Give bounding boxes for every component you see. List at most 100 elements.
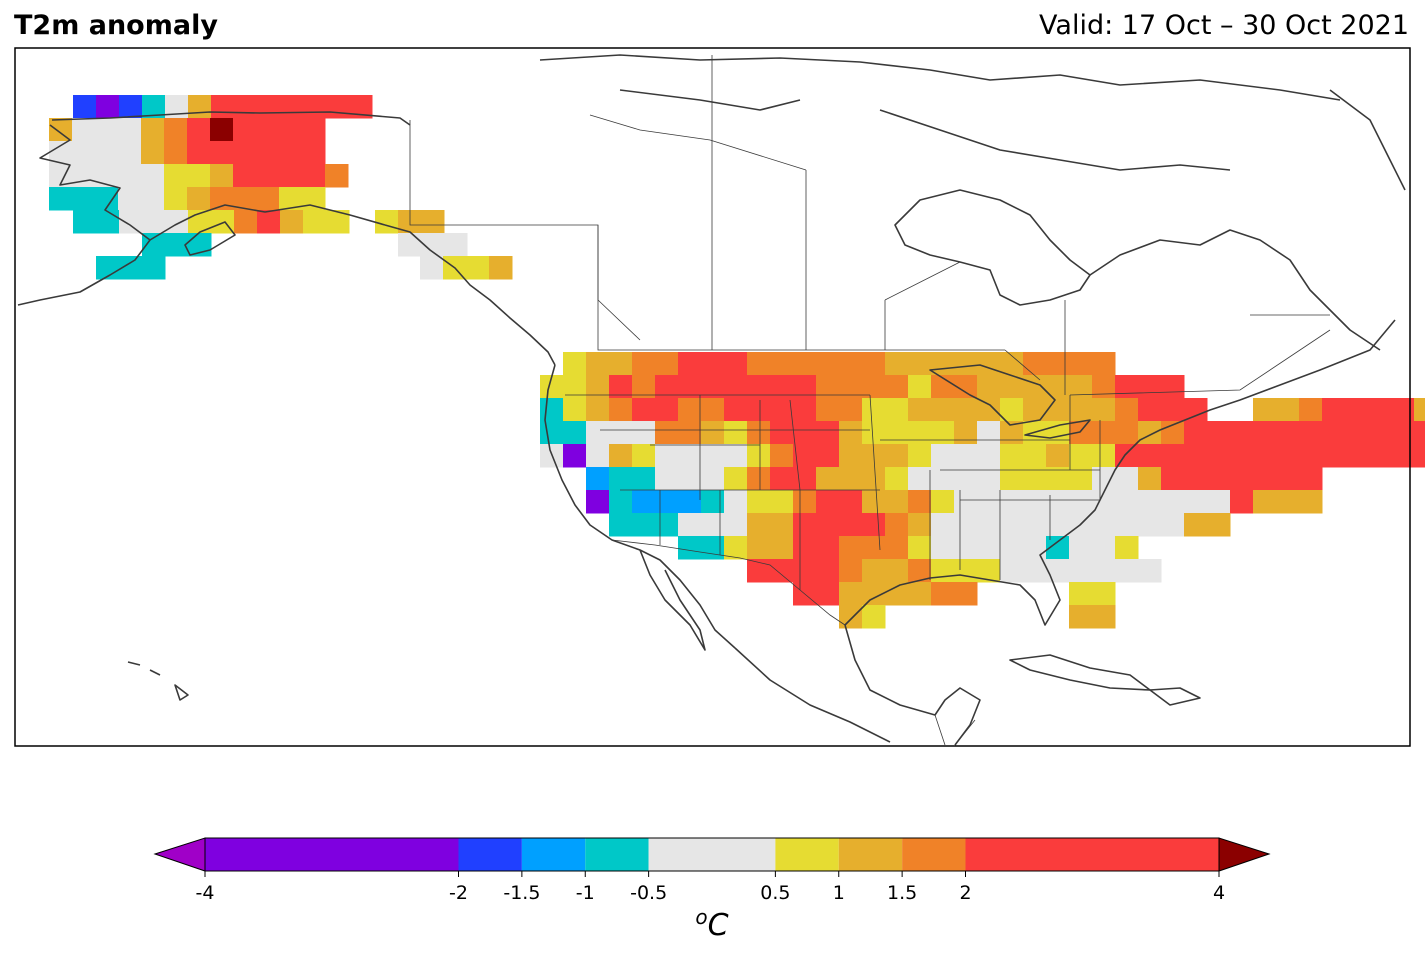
colorbar-tick-label: 2 — [959, 882, 972, 904]
anomaly-cell — [1207, 421, 1231, 445]
anomaly-cell — [678, 398, 702, 422]
gulf-coast — [844, 319, 1396, 626]
anomaly-cell — [678, 536, 702, 560]
anomaly-cell — [747, 513, 771, 537]
anomaly-cell — [678, 421, 702, 445]
anomaly-cell — [1000, 559, 1024, 583]
anomaly-cell — [1000, 536, 1024, 560]
anomaly-cell — [1115, 375, 1139, 399]
anomaly-cell — [1299, 444, 1323, 468]
anomaly-cell — [563, 375, 587, 399]
anomaly-cell — [164, 118, 188, 142]
anomaly-cell — [210, 187, 234, 211]
anomaly-cell — [141, 187, 165, 211]
anomaly-cell — [349, 95, 373, 119]
colorbar-over-triangle — [1218, 837, 1271, 872]
anomaly-cell — [1368, 444, 1392, 468]
anomaly-cell — [420, 256, 444, 280]
anomaly-cell — [885, 398, 909, 422]
anomaly-cell — [1207, 444, 1231, 468]
anomaly-cell — [1253, 421, 1277, 445]
anomaly-cell — [1391, 444, 1415, 468]
anomaly-cell — [1069, 582, 1093, 606]
anomaly-cell — [908, 375, 932, 399]
baja — [639, 549, 706, 651]
anomaly-cell — [816, 536, 840, 560]
anomaly-cell — [73, 210, 97, 234]
anomaly-cell — [747, 467, 771, 491]
anomaly-cell — [747, 444, 771, 468]
anomaly-cell — [747, 536, 771, 560]
colorbar-outline — [204, 837, 1220, 872]
anomaly-cell — [655, 490, 679, 514]
anomaly-cell — [1046, 559, 1070, 583]
us-west-coast — [544, 364, 736, 649]
anomaly-cell — [770, 490, 794, 514]
anomaly-cell — [977, 421, 1001, 445]
anomaly-cell — [954, 467, 978, 491]
anomaly-cell — [908, 444, 932, 468]
anomaly-cell — [839, 513, 863, 537]
anomaly-cell — [1023, 559, 1047, 583]
anomaly-cell — [701, 490, 725, 514]
anomaly-cell — [1000, 513, 1024, 537]
anomaly-cell — [1138, 398, 1162, 422]
anomaly-cell — [279, 141, 303, 165]
valid-period: Valid: 17 Oct – 30 Oct 2021 — [1039, 10, 1409, 41]
anomaly-cell — [1276, 444, 1300, 468]
anomaly-cell — [256, 118, 280, 142]
central-america — [934, 714, 976, 746]
anomaly-cell — [1138, 559, 1162, 583]
map-frame — [14, 47, 1411, 747]
anomaly-cell — [302, 118, 326, 142]
anomaly-cell — [1069, 398, 1093, 422]
anomaly-cell — [1207, 467, 1231, 491]
anomaly-cell — [931, 467, 955, 491]
colorbar-tick-label: -1.5 — [503, 882, 541, 904]
anomaly-cell — [187, 187, 211, 211]
anomaly-cell — [793, 352, 817, 376]
anomaly-cell — [141, 141, 165, 165]
anomaly-cell — [49, 141, 73, 165]
anomaly-cell — [632, 398, 656, 422]
anomaly-cell — [398, 233, 422, 257]
anomaly-cell — [747, 398, 771, 422]
anomaly-cell — [655, 467, 679, 491]
anomaly-cell — [118, 187, 142, 211]
anomaly-cell — [279, 187, 303, 211]
anomaly-cell — [931, 490, 955, 514]
anomaly-cell — [49, 187, 73, 211]
colorbar-segments — [205, 838, 1219, 871]
anomaly-cell — [839, 582, 863, 606]
anomaly-cell — [1092, 605, 1116, 629]
anomaly-cell — [770, 559, 794, 583]
anomaly-cell — [96, 95, 120, 119]
anomaly-cell — [1046, 513, 1070, 537]
anomaly-cell — [908, 398, 932, 422]
anomaly-cell — [609, 398, 633, 422]
anomaly-cell — [839, 421, 863, 445]
anomaly-cell — [724, 398, 748, 422]
hawaii — [127, 661, 189, 701]
anomaly-cell — [1000, 421, 1024, 445]
coastlines — [17, 54, 1406, 746]
anomaly-cell — [908, 490, 932, 514]
anomaly-cell — [1000, 375, 1024, 399]
anomaly-cell — [118, 141, 142, 165]
anomaly-cell — [1023, 513, 1047, 537]
anomaly-cell — [95, 187, 119, 211]
anomaly-cell — [1000, 398, 1024, 422]
anomaly-cell — [73, 95, 97, 119]
anomaly-cell — [678, 467, 702, 491]
anomaly-cell — [724, 490, 748, 514]
anomaly-cell — [141, 164, 165, 188]
anomaly-cell — [632, 375, 656, 399]
anomaly-cell — [187, 141, 211, 165]
anomaly-cell — [72, 187, 96, 211]
anomaly-cell — [1184, 444, 1208, 468]
anomaly-cell — [563, 421, 587, 445]
anomaly-cell — [586, 375, 610, 399]
anomaly-cell — [563, 352, 587, 376]
anomaly-cell — [793, 467, 817, 491]
anomaly-cell — [724, 444, 748, 468]
